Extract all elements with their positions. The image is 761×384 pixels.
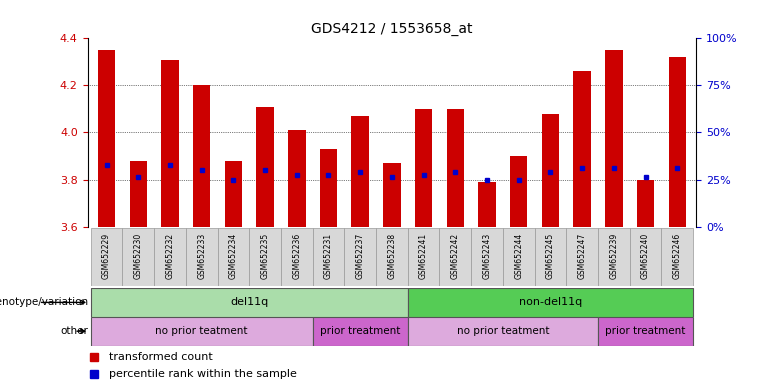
Bar [281,228,313,286]
Bar [186,228,218,286]
Bar [129,161,147,227]
Title: GDS4212 / 1553658_at: GDS4212 / 1553658_at [311,22,473,36]
Bar [630,228,661,286]
Text: prior treatment: prior treatment [320,326,400,336]
Bar [471,228,503,286]
Bar [352,116,369,227]
Text: transformed count: transformed count [109,352,212,362]
Bar [542,114,559,227]
Bar [288,130,305,227]
Text: genotype/variation: genotype/variation [0,297,88,308]
Bar [598,317,693,346]
Bar [598,228,630,286]
Bar [447,109,464,227]
Text: del11q: del11q [230,297,269,308]
Bar [503,228,535,286]
Text: GSM652238: GSM652238 [387,233,396,279]
Bar [320,149,337,227]
Text: GSM652243: GSM652243 [482,233,492,279]
Text: GSM652229: GSM652229 [102,233,111,279]
Bar [224,161,242,227]
Text: GSM652236: GSM652236 [292,233,301,279]
Bar [344,228,376,286]
Bar [408,288,693,317]
Text: no prior teatment: no prior teatment [155,326,248,336]
Text: GSM652231: GSM652231 [324,233,333,279]
Text: GSM652237: GSM652237 [355,233,365,279]
Bar [376,228,408,286]
Bar [535,228,566,286]
Bar [605,50,622,227]
Bar [193,85,210,227]
Bar [408,228,440,286]
Text: other: other [60,326,88,336]
Text: GSM652234: GSM652234 [229,233,238,279]
Bar [415,109,432,227]
Text: GSM652246: GSM652246 [673,233,682,279]
Bar [218,228,250,286]
Text: non-del11q: non-del11q [519,297,582,308]
Bar [440,228,471,286]
Text: GSM652240: GSM652240 [641,233,650,279]
Bar [161,60,179,227]
Bar [510,156,527,227]
Bar [574,71,591,227]
Bar [669,57,686,227]
Bar [313,317,408,346]
Text: no prior teatment: no prior teatment [457,326,549,336]
Bar [384,163,400,227]
Bar [154,228,186,286]
Text: GSM652235: GSM652235 [260,233,269,279]
Bar [408,317,598,346]
Text: GSM652245: GSM652245 [546,233,555,279]
Bar [250,228,281,286]
Bar [479,182,495,227]
Bar [91,228,123,286]
Text: GSM652242: GSM652242 [451,233,460,279]
Text: GSM652244: GSM652244 [514,233,524,279]
Bar [661,228,693,286]
Text: prior treatment: prior treatment [606,326,686,336]
Bar [91,288,408,317]
Bar [637,179,654,227]
Text: GSM652239: GSM652239 [610,233,619,279]
Bar [91,317,313,346]
Text: GSM652230: GSM652230 [134,233,143,279]
Text: GSM652232: GSM652232 [165,233,174,279]
Bar [313,228,344,286]
Bar [123,228,154,286]
Bar [566,228,598,286]
Text: GSM652241: GSM652241 [419,233,428,279]
Text: percentile rank within the sample: percentile rank within the sample [109,369,297,379]
Bar [256,107,274,227]
Text: GSM652233: GSM652233 [197,233,206,279]
Text: GSM652247: GSM652247 [578,233,587,279]
Bar [98,50,115,227]
